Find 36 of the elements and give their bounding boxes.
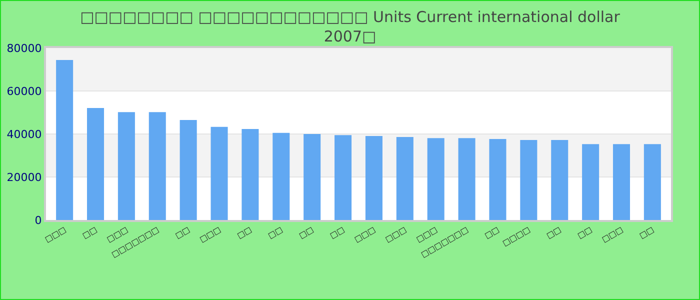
- y-tick-label: 20000: [6, 170, 42, 184]
- x-tick-label: □□: [483, 225, 501, 240]
- bar: [551, 140, 568, 220]
- bar: [644, 144, 661, 220]
- chart-title: □□□□□□□□ □□□□□□□□□□□□ Units Current international dollar 2007□: [80, 8, 621, 46]
- x-tick-label: □□: [80, 225, 98, 240]
- x-tick-label: □□: [545, 225, 563, 240]
- bar: [365, 136, 382, 220]
- y-tick-label: 80000: [6, 42, 42, 55]
- bar: [118, 112, 135, 220]
- bar: [427, 138, 444, 220]
- bar: [304, 134, 321, 220]
- bar: [612, 144, 630, 220]
- x-tick-label: □□: [236, 225, 254, 240]
- x-tick-label: □□: [638, 225, 656, 240]
- bar: [582, 144, 600, 220]
- bar: [458, 138, 476, 220]
- bar: [56, 60, 74, 220]
- x-tick-label: □□: [328, 225, 346, 240]
- bar: [334, 135, 352, 220]
- bar: [489, 138, 506, 220]
- bar: [242, 129, 259, 220]
- x-tick-label: □□: [297, 225, 316, 240]
- x-tick-label: □□: [576, 225, 594, 240]
- bar: [272, 132, 290, 220]
- y-tick-label: 0: [34, 214, 42, 227]
- bar: [210, 126, 228, 220]
- y-tick-label: 40000: [6, 128, 42, 141]
- bar: [520, 140, 538, 220]
- x-tick-label: □□: [174, 225, 192, 240]
- bar: [396, 137, 414, 220]
- y-tick-label: 60000: [6, 84, 42, 98]
- bar: [180, 120, 197, 220]
- bar: [87, 108, 104, 220]
- x-tick-label: □□: [266, 225, 284, 240]
- bar: [148, 112, 166, 220]
